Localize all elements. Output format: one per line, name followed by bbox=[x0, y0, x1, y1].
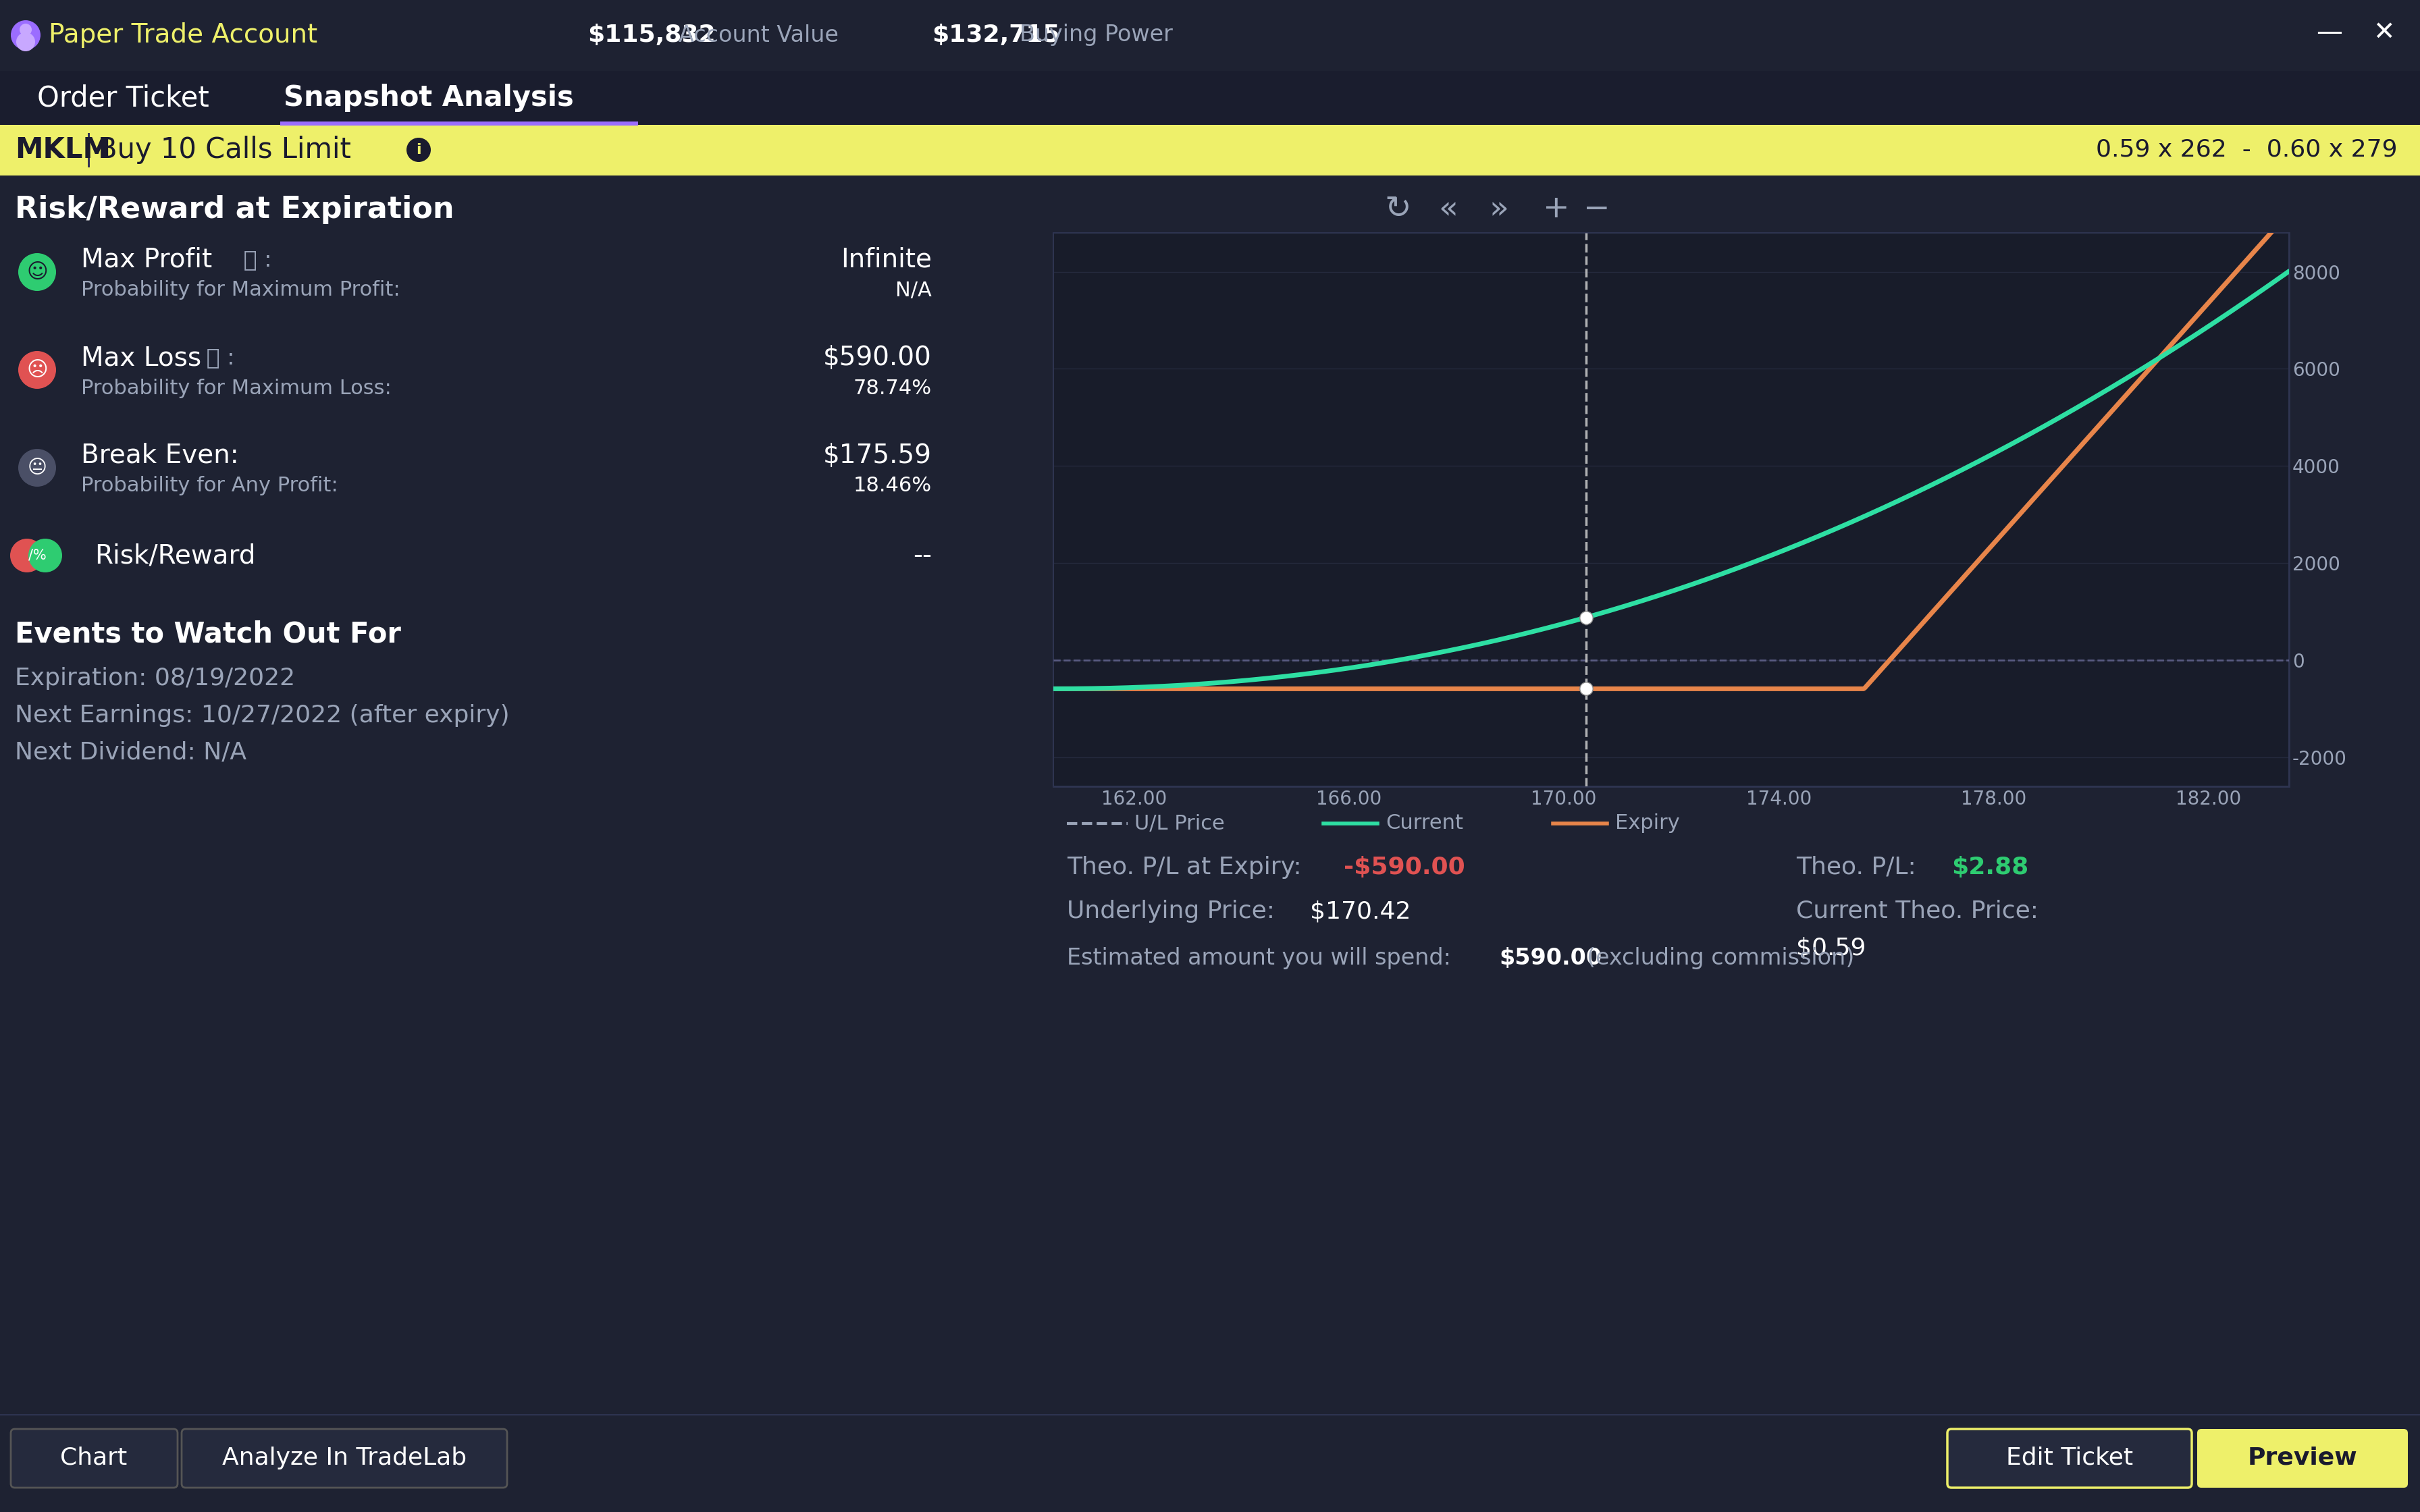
Text: Risk/Reward: Risk/Reward bbox=[94, 543, 257, 569]
Bar bbox=[0, 125, 2420, 175]
Text: Snapshot Analysis: Snapshot Analysis bbox=[283, 83, 574, 112]
Text: --: -- bbox=[912, 543, 932, 569]
Text: Max Profit: Max Profit bbox=[80, 246, 213, 272]
Text: »: » bbox=[1488, 194, 1508, 224]
Text: +: + bbox=[1544, 194, 1571, 224]
Text: Analyze In TradeLab: Analyze In TradeLab bbox=[223, 1447, 467, 1470]
Text: $132,715: $132,715 bbox=[932, 24, 1060, 47]
Text: i: i bbox=[416, 144, 421, 157]
Text: 78.74%: 78.74% bbox=[854, 378, 932, 398]
FancyBboxPatch shape bbox=[182, 1429, 508, 1488]
Text: −: − bbox=[1583, 194, 1609, 224]
Circle shape bbox=[17, 32, 36, 51]
Text: $170.42: $170.42 bbox=[1309, 900, 1411, 922]
Text: 18.46%: 18.46% bbox=[854, 476, 932, 496]
Text: Expiry: Expiry bbox=[1614, 813, 1679, 833]
Text: Order Ticket: Order Ticket bbox=[36, 83, 208, 112]
Bar bbox=[0, 0, 2420, 71]
Text: Break Even:: Break Even: bbox=[80, 443, 240, 469]
Text: Expiration: 08/19/2022: Expiration: 08/19/2022 bbox=[15, 667, 295, 689]
Text: ☺: ☺ bbox=[27, 262, 48, 281]
Text: Theo. P/L:: Theo. P/L: bbox=[1796, 856, 1917, 878]
Text: —: — bbox=[2316, 20, 2343, 45]
Text: $175.59: $175.59 bbox=[823, 443, 932, 469]
Text: Estimated amount you will spend:: Estimated amount you will spend: bbox=[1067, 948, 1452, 969]
Text: $590.00: $590.00 bbox=[1498, 948, 1602, 969]
Circle shape bbox=[19, 253, 56, 290]
FancyBboxPatch shape bbox=[2197, 1429, 2408, 1488]
Text: ↻: ↻ bbox=[1384, 194, 1411, 224]
Circle shape bbox=[19, 24, 31, 36]
Text: Buy 10 Calls Limit: Buy 10 Calls Limit bbox=[97, 136, 351, 163]
FancyBboxPatch shape bbox=[10, 1429, 177, 1488]
Bar bbox=[281, 121, 639, 125]
Text: Max Loss: Max Loss bbox=[80, 345, 201, 370]
Text: N/A: N/A bbox=[895, 280, 932, 299]
Text: $590.00: $590.00 bbox=[823, 345, 932, 370]
Text: Probability for Maximum Loss:: Probability for Maximum Loss: bbox=[80, 378, 392, 398]
Circle shape bbox=[10, 20, 41, 50]
Bar bbox=[1053, 233, 2289, 786]
Text: $115,832: $115,832 bbox=[588, 24, 716, 47]
Text: ⓘ :: ⓘ : bbox=[237, 249, 271, 271]
Text: $0.59: $0.59 bbox=[1796, 937, 1866, 960]
Text: Next Dividend: N/A: Next Dividend: N/A bbox=[15, 741, 247, 764]
Text: ✕: ✕ bbox=[2372, 20, 2393, 45]
Text: ⓘ :: ⓘ : bbox=[198, 346, 235, 369]
Text: U/L Price: U/L Price bbox=[1135, 813, 1225, 833]
Text: Chart: Chart bbox=[61, 1447, 128, 1470]
Text: -$590.00: -$590.00 bbox=[1343, 856, 1464, 878]
Bar bbox=[0, 71, 2420, 125]
Text: «: « bbox=[1437, 194, 1457, 224]
Text: Probability for Maximum Profit:: Probability for Maximum Profit: bbox=[80, 280, 399, 299]
Text: 0.59 x 262  -  0.60 x 279: 0.59 x 262 - 0.60 x 279 bbox=[2096, 139, 2398, 162]
Text: ☹: ☹ bbox=[27, 360, 48, 380]
Text: Events to Watch Out For: Events to Watch Out For bbox=[15, 620, 402, 649]
Circle shape bbox=[407, 138, 431, 162]
Text: Risk/Reward at Expiration: Risk/Reward at Expiration bbox=[15, 195, 455, 224]
Circle shape bbox=[29, 538, 63, 573]
Text: $2.88: $2.88 bbox=[1951, 856, 2028, 878]
Text: Edit Ticket: Edit Ticket bbox=[2006, 1447, 2132, 1470]
Text: Theo. P/L at Expiry:: Theo. P/L at Expiry: bbox=[1067, 856, 1302, 878]
Text: Current: Current bbox=[1387, 813, 1464, 833]
Text: Next Earnings: 10/27/2022 (after expiry): Next Earnings: 10/27/2022 (after expiry) bbox=[15, 705, 511, 727]
Text: Current Theo. Price:: Current Theo. Price: bbox=[1796, 900, 2038, 922]
FancyBboxPatch shape bbox=[1948, 1429, 2193, 1488]
Text: Paper Trade Account: Paper Trade Account bbox=[48, 23, 317, 48]
Text: MKLM: MKLM bbox=[15, 136, 111, 163]
Text: Infinite: Infinite bbox=[840, 246, 932, 272]
Circle shape bbox=[10, 538, 44, 573]
Text: Account Value: Account Value bbox=[678, 24, 840, 47]
Text: (excluding commission): (excluding commission) bbox=[1588, 948, 1854, 969]
Circle shape bbox=[19, 449, 56, 487]
Bar bbox=[1053, 233, 2289, 786]
Text: Preview: Preview bbox=[2248, 1447, 2357, 1470]
Text: /%: /% bbox=[29, 549, 46, 562]
Text: 😐: 😐 bbox=[27, 458, 46, 478]
Text: Buying Power: Buying Power bbox=[1019, 24, 1174, 47]
Text: Underlying Price:: Underlying Price: bbox=[1067, 900, 1275, 922]
Text: Probability for Any Profit:: Probability for Any Profit: bbox=[80, 476, 339, 496]
Circle shape bbox=[19, 351, 56, 389]
